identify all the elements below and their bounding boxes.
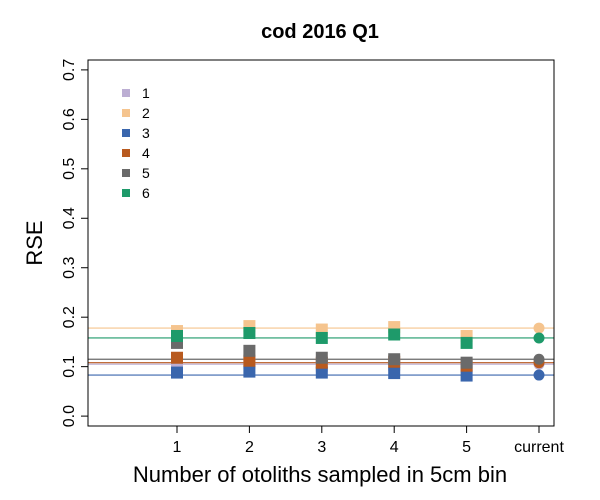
point-series-6-current <box>533 332 545 344</box>
legend-label-6: 6 <box>142 185 150 201</box>
legend-label-4: 4 <box>142 145 150 161</box>
y-axis-label: RSE <box>22 220 47 265</box>
y-tick-label: 0.5 <box>61 158 78 180</box>
point-series-6-1 <box>171 329 183 342</box>
x-tick-label: 2 <box>245 439 254 456</box>
point-series-3-4 <box>388 367 401 380</box>
x-tick-label: 1 <box>173 439 182 456</box>
point-series-6-5 <box>460 336 473 349</box>
y-tick-label: 0.3 <box>61 257 78 279</box>
x-tick-label: current <box>514 439 564 456</box>
x-tick-label: 3 <box>317 439 326 456</box>
point-series-4-1 <box>171 351 183 364</box>
y-tick-label: 0.1 <box>61 355 78 377</box>
point-series-3-5 <box>460 369 473 382</box>
legend-swatch-5 <box>122 169 130 177</box>
point-series-3-current <box>533 369 545 381</box>
point-series-5-4 <box>388 353 401 366</box>
y-tick-label: 0.4 <box>61 207 78 229</box>
plot-frame <box>87 59 555 427</box>
point-series-6-2 <box>243 327 256 340</box>
y-tick-label: 0.0 <box>61 405 78 427</box>
legend-label-2: 2 <box>142 105 150 121</box>
y-tick-label: 0.7 <box>61 59 78 81</box>
x-axis: 1 2 3 4 5 current <box>173 426 564 456</box>
y-tick-label: 0.6 <box>61 108 78 130</box>
point-series-6-3 <box>315 331 328 344</box>
point-series-6-4 <box>388 328 401 341</box>
chart-title: cod 2016 Q1 <box>261 21 379 43</box>
y-axis: 0.0 0.1 0.2 0.3 0.4 0.5 0.6 0.7 <box>61 59 88 427</box>
x-tick-label: 5 <box>462 439 471 456</box>
legend-swatch-4 <box>122 149 130 157</box>
point-series-2-current <box>533 322 545 334</box>
point-series-5-2 <box>243 344 256 357</box>
point-series-3-3 <box>315 366 328 379</box>
legend-swatch-1 <box>122 89 130 97</box>
x-axis-label: Number of otoliths sampled in 5cm bin <box>133 462 507 487</box>
legend-label-5: 5 <box>142 165 150 181</box>
point-series-4-2 <box>243 354 256 367</box>
legend-swatch-3 <box>122 129 130 137</box>
point-series-5-3 <box>315 351 328 364</box>
legend-swatch-6 <box>122 189 130 197</box>
point-series-3-1 <box>171 366 183 379</box>
legend: 1 2 3 4 5 6 <box>122 85 150 201</box>
data-points <box>171 320 545 382</box>
y-tick-label: 0.2 <box>61 306 78 328</box>
legend-swatch-2 <box>122 109 130 117</box>
legend-label-3: 3 <box>142 125 150 141</box>
x-tick-label: 4 <box>390 439 399 456</box>
point-series-5-5 <box>460 356 473 369</box>
point-series-3-2 <box>243 365 256 378</box>
legend-label-1: 1 <box>142 85 150 101</box>
point-series-5-current <box>533 353 545 365</box>
